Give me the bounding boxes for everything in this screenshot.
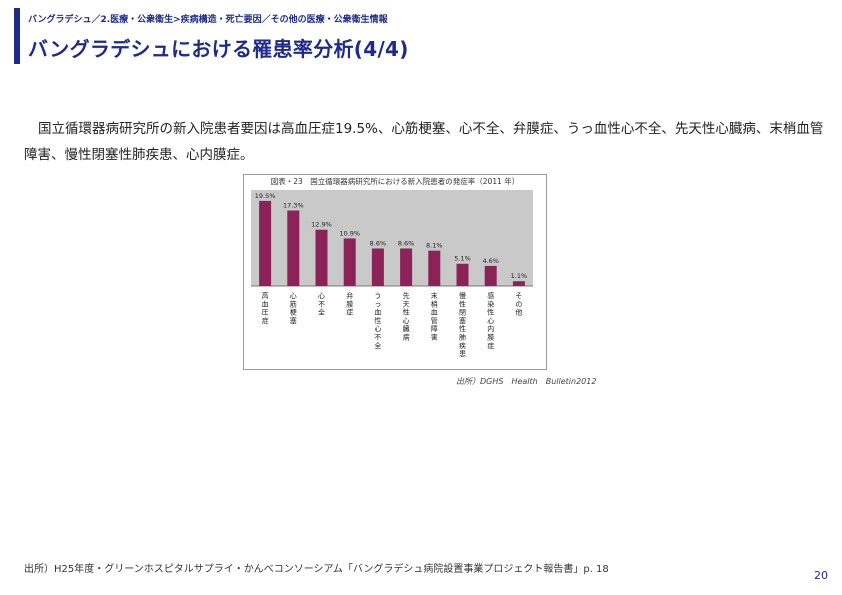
bar-1: [287, 210, 300, 286]
bar-value-label-3: 10.9%: [339, 229, 360, 237]
bar-value-label-7: 5.1%: [454, 255, 471, 263]
bar-chart: 19.5% 高血圧症 17.3% 心筋梗塞 12.9% 心不全 10.9% 弁膜症 8.6% うっ…: [251, 190, 533, 358]
category-label-3: 弁膜症: [346, 291, 353, 317]
chart-title: 図表・23 国立循環器病研究所における新入院患者の発症率（2011 年）: [270, 177, 520, 186]
category-label-7: 慢性閉塞性肺疾患: [459, 291, 466, 358]
title-accent-bar: [14, 8, 20, 64]
category-label-4: うっ血性心不全: [374, 292, 381, 350]
bar-3: [343, 238, 356, 286]
bar-value-label-1: 17.3%: [283, 202, 304, 210]
bar-value-label-9: 1.1%: [511, 272, 528, 280]
category-label-9: その他: [515, 292, 522, 317]
category-label-5: 先天性心臓病: [403, 291, 410, 342]
category-label-0: 高血圧症: [262, 291, 269, 325]
chart-figure: [243, 174, 547, 370]
breadcrumb: バングラデシュ／2.医療・公衆衛生>疾病構造・死亡要因／その他の医療・公衆衛生情…: [28, 15, 388, 25]
bar-value-label-0: 19.5%: [255, 192, 276, 200]
bar-value-label-6: 8.1%: [426, 242, 443, 250]
category-label-2: 心不全: [318, 292, 325, 317]
category-label-8: 感染性心内膜症: [487, 291, 494, 350]
intro-paragraph: 国立循環器病研究所の新入院患者要因は高血圧症19.5%、心筋梗塞、心不全、弁膜症…: [24, 121, 824, 163]
category-label-6: 末梢血管障害: [431, 291, 438, 342]
bar-7: [456, 263, 469, 286]
footer-source: 出所）H25年度・グリーンホスピタルサプライ・かんべコンソーシアム「バングラデシ…: [24, 564, 609, 575]
bar-8: [484, 265, 497, 286]
bar-4: [371, 248, 384, 286]
bar-5: [400, 248, 413, 286]
bar-6: [428, 250, 441, 286]
bar-9: [512, 281, 525, 286]
chart-frame: [243, 174, 547, 370]
bar-value-label-4: 8.6%: [370, 239, 387, 247]
page-number: 20: [814, 569, 828, 582]
bar-2: [315, 229, 328, 286]
page-title: バングラデシュにおける罹患率分析(4/4): [28, 37, 409, 61]
bar-value-label-8: 4.6%: [482, 257, 499, 265]
figure-source: 出所）DGHS Health Bulletin2012: [456, 377, 597, 386]
bar-0: [259, 200, 272, 286]
bar-value-label-5: 8.6%: [398, 239, 415, 247]
bar-value-label-2: 12.9%: [311, 221, 332, 229]
category-label-1: 心筋梗塞: [290, 292, 297, 325]
